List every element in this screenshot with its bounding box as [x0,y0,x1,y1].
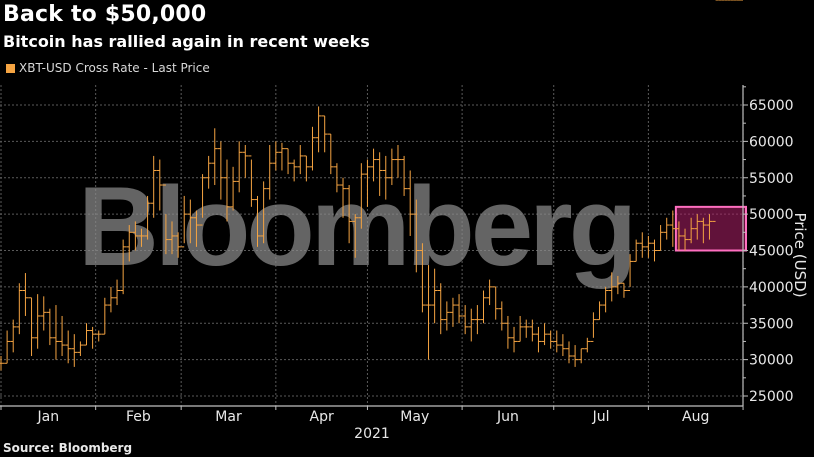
price-bars [0,0,743,371]
x-tick-label: Jul [592,409,610,425]
chart-subtitle: Bitcoin has rallied again in recent week… [3,32,370,51]
x-tick-label: May [400,409,429,425]
x-tick-label: Mar [215,409,242,425]
y-tick-label: 30000 [749,353,794,369]
x-tick-label: Aug [682,409,709,425]
y-tick-label: 40000 [749,280,794,296]
x-axis-year-label: 2021 [354,426,390,442]
x-tick-label: Apr [310,409,334,425]
bloomberg-watermark: Bloomberg [78,164,633,289]
legend: XBT-USD Cross Rate - Last Price [6,61,210,75]
y-tick-label: 50000 [749,207,794,223]
x-tick-label: Feb [126,409,151,425]
y-tick-label: 25000 [749,389,794,405]
y-tick-label: 60000 [749,134,794,150]
x-tick-label: Jan [37,409,60,425]
y-tick-label: 65000 [749,98,794,114]
x-tick-label: Jun [496,409,519,425]
highlight-box [674,205,747,252]
source-note: Source: Bloomberg [3,441,133,455]
legend-swatch-icon [6,63,15,73]
y-tick-label: 55000 [749,171,794,187]
y-tick-label: 35000 [749,316,794,332]
y-axis-title: Price (USD) [791,212,809,297]
y-tick-label: 45000 [749,244,794,260]
legend-label: XBT-USD Cross Rate - Last Price [19,61,210,75]
chart-title: Back to $50,000 [3,2,207,27]
axes: 25000 30000 35000 40000 45000 50000 55000 60000… [0,85,794,425]
